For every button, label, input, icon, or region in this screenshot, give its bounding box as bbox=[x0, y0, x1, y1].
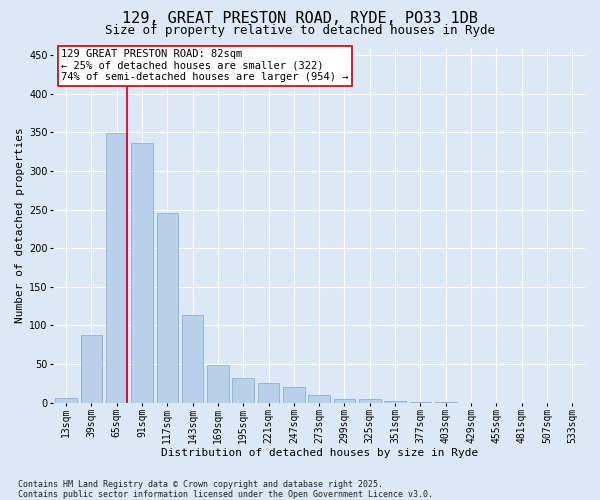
Bar bbox=[131, 143, 153, 403]
Bar bbox=[106, 133, 127, 402]
Bar bbox=[157, 212, 178, 402]
Bar bbox=[55, 398, 77, 402]
Bar bbox=[182, 316, 203, 402]
Text: 129 GREAT PRESTON ROAD: 82sqm
← 25% of detached houses are smaller (322)
74% of : 129 GREAT PRESTON ROAD: 82sqm ← 25% of d… bbox=[61, 50, 349, 82]
Bar bbox=[207, 366, 229, 403]
Bar bbox=[258, 383, 279, 402]
Text: Contains HM Land Registry data © Crown copyright and database right 2025.
Contai: Contains HM Land Registry data © Crown c… bbox=[18, 480, 433, 499]
Bar bbox=[80, 334, 102, 402]
Text: Size of property relative to detached houses in Ryde: Size of property relative to detached ho… bbox=[105, 24, 495, 37]
Bar bbox=[385, 401, 406, 402]
Text: 129, GREAT PRESTON ROAD, RYDE, PO33 1DB: 129, GREAT PRESTON ROAD, RYDE, PO33 1DB bbox=[122, 11, 478, 26]
Bar bbox=[232, 378, 254, 402]
Y-axis label: Number of detached properties: Number of detached properties bbox=[15, 127, 25, 323]
Bar bbox=[334, 398, 355, 402]
Bar bbox=[308, 395, 330, 402]
X-axis label: Distribution of detached houses by size in Ryde: Distribution of detached houses by size … bbox=[161, 448, 478, 458]
Bar bbox=[283, 387, 305, 402]
Bar bbox=[359, 400, 380, 402]
